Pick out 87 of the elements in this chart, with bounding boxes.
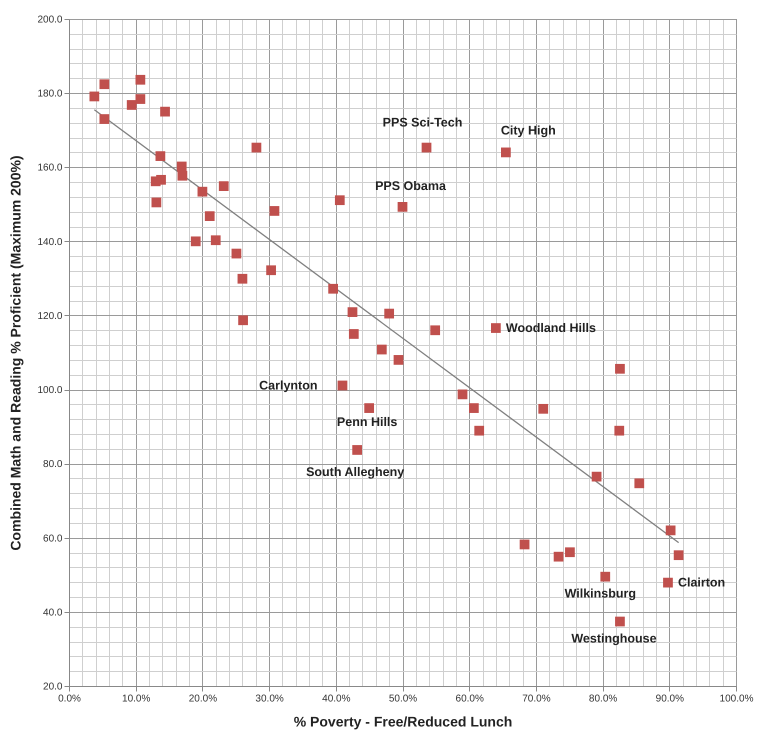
point: [348, 307, 358, 317]
annotation: PPS Sci-Tech: [382, 116, 462, 130]
point: [328, 284, 338, 294]
point: [430, 325, 440, 336]
point: [634, 478, 644, 488]
point: [190, 236, 201, 246]
point: [468, 403, 479, 413]
y-tick-label: 100.0: [37, 385, 63, 396]
x-tick-label: 90.0%: [656, 694, 684, 704]
point: [156, 151, 166, 161]
annotation: Carlynton: [259, 378, 318, 392]
point: [565, 547, 575, 558]
point: [376, 344, 387, 354]
point: [674, 550, 684, 560]
point: [666, 525, 676, 536]
point: [538, 404, 548, 414]
annotation: Woodland Hills: [506, 321, 596, 336]
point: [135, 94, 146, 104]
point: [338, 380, 348, 390]
point: [394, 355, 404, 365]
point: [334, 195, 345, 206]
y-tick-label: 80.0: [43, 459, 63, 470]
point: [491, 323, 501, 333]
point: [99, 79, 110, 90]
point: [238, 315, 248, 326]
x-tick-label: 70.0%: [522, 694, 551, 704]
point: [348, 329, 359, 339]
point: [270, 206, 280, 216]
x-tick-label: 60.0%: [456, 694, 484, 704]
point: [126, 100, 137, 110]
point: [520, 540, 530, 550]
point: [210, 235, 221, 246]
x-tick-label: 40.0%: [322, 694, 351, 704]
point: [135, 74, 146, 85]
point: [232, 248, 242, 258]
point: [600, 572, 610, 582]
y-tick-label: 40.0: [43, 607, 63, 618]
y-tick-label: 180.0: [37, 88, 63, 100]
y-tick-label: 160.0: [37, 162, 63, 174]
annotation: PPS Obama: [375, 178, 447, 193]
point: [238, 274, 248, 284]
point: [554, 552, 564, 562]
x-tick-label: 30.0%: [255, 694, 284, 704]
point: [204, 211, 215, 222]
y-tick-label: 20.0: [43, 682, 63, 692]
point: [384, 308, 394, 318]
point: [198, 186, 208, 197]
point: [615, 616, 625, 626]
point: [99, 114, 110, 124]
point: [252, 142, 262, 152]
x-tick-label: 80.0%: [588, 694, 618, 704]
point: [156, 174, 166, 185]
x-axis-title: % Poverty - Free/Reduced Lunch: [294, 714, 512, 730]
point: [501, 148, 511, 158]
x-tick-label: 100.0%: [720, 694, 754, 704]
point: [266, 265, 276, 276]
annotation: Penn Hills: [336, 415, 398, 430]
x-tick-label: 50.0%: [388, 694, 418, 704]
point: [160, 106, 170, 117]
y-tick-label: 200.0: [37, 14, 63, 26]
annotation: City High: [500, 123, 556, 138]
x-tick-label: 20.0%: [188, 694, 218, 704]
annotation: Wilkinsburg: [564, 586, 636, 601]
point: [398, 202, 408, 212]
point: [218, 181, 229, 191]
point: [364, 403, 374, 413]
point: [458, 390, 468, 400]
x-tick-label: 10.0%: [122, 694, 150, 704]
point: [615, 364, 625, 374]
point: [176, 162, 187, 172]
y-tick-label: 140.0: [37, 236, 63, 248]
y-tick-label: 60.0: [43, 533, 63, 544]
point: [614, 426, 624, 436]
y-axis-title: Combined Math and Reading % Proficient (Maximum 200%): [7, 155, 24, 551]
annotation: Westinghouse: [571, 632, 657, 646]
point: [592, 472, 602, 482]
annotation: Clairton: [678, 576, 726, 590]
point: [178, 170, 188, 181]
point: [89, 92, 100, 102]
point: [422, 142, 432, 152]
annotation: South Allegheny: [306, 464, 404, 479]
x-tick-label: 0.0%: [58, 694, 82, 704]
point: [352, 445, 362, 455]
point: [663, 578, 673, 588]
point: [474, 426, 484, 436]
y-tick-label: 120.0: [37, 310, 63, 322]
point: [152, 198, 162, 208]
